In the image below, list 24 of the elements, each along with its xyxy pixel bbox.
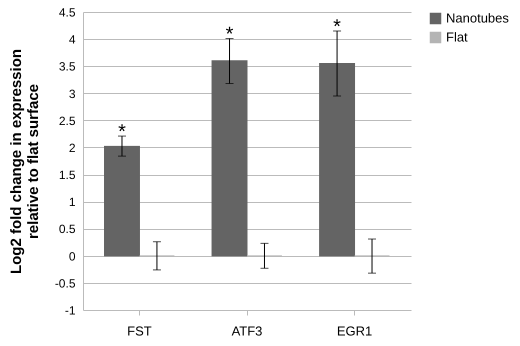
y-tick-label: 2 — [68, 140, 76, 155]
y-tick-label: 0 — [68, 249, 76, 264]
y-tick-label: 3 — [68, 86, 76, 101]
y-tick-label: -1 — [64, 304, 76, 318]
y-tick-label: 1 — [68, 195, 76, 210]
legend-label: Flat — [446, 30, 468, 44]
y-tick-label: 0.5 — [58, 222, 76, 236]
y-tick-label: 4 — [68, 32, 76, 47]
bar — [212, 60, 248, 256]
y-tick-label: 1.5 — [58, 168, 76, 182]
x-tick-label: FST — [127, 324, 152, 338]
x-tick-label: ATF3 — [232, 324, 262, 338]
annotation: * — [333, 16, 342, 38]
y-tick-label: 2.5 — [58, 114, 76, 128]
y-tick-label: -0.5 — [54, 276, 76, 290]
y-axis-title: Log2 fold change in expression relative to flat surface — [8, 48, 42, 274]
bar — [104, 146, 140, 256]
x-tick-label: EGR1 — [336, 324, 372, 338]
annotation: * — [118, 121, 126, 144]
y-tick-label: 4.5 — [58, 6, 76, 20]
annotation: * — [226, 24, 234, 46]
bar — [319, 62, 356, 256]
legend-label: Nanotubes — [446, 10, 510, 26]
y-tick-label: 3.5 — [58, 60, 76, 74]
